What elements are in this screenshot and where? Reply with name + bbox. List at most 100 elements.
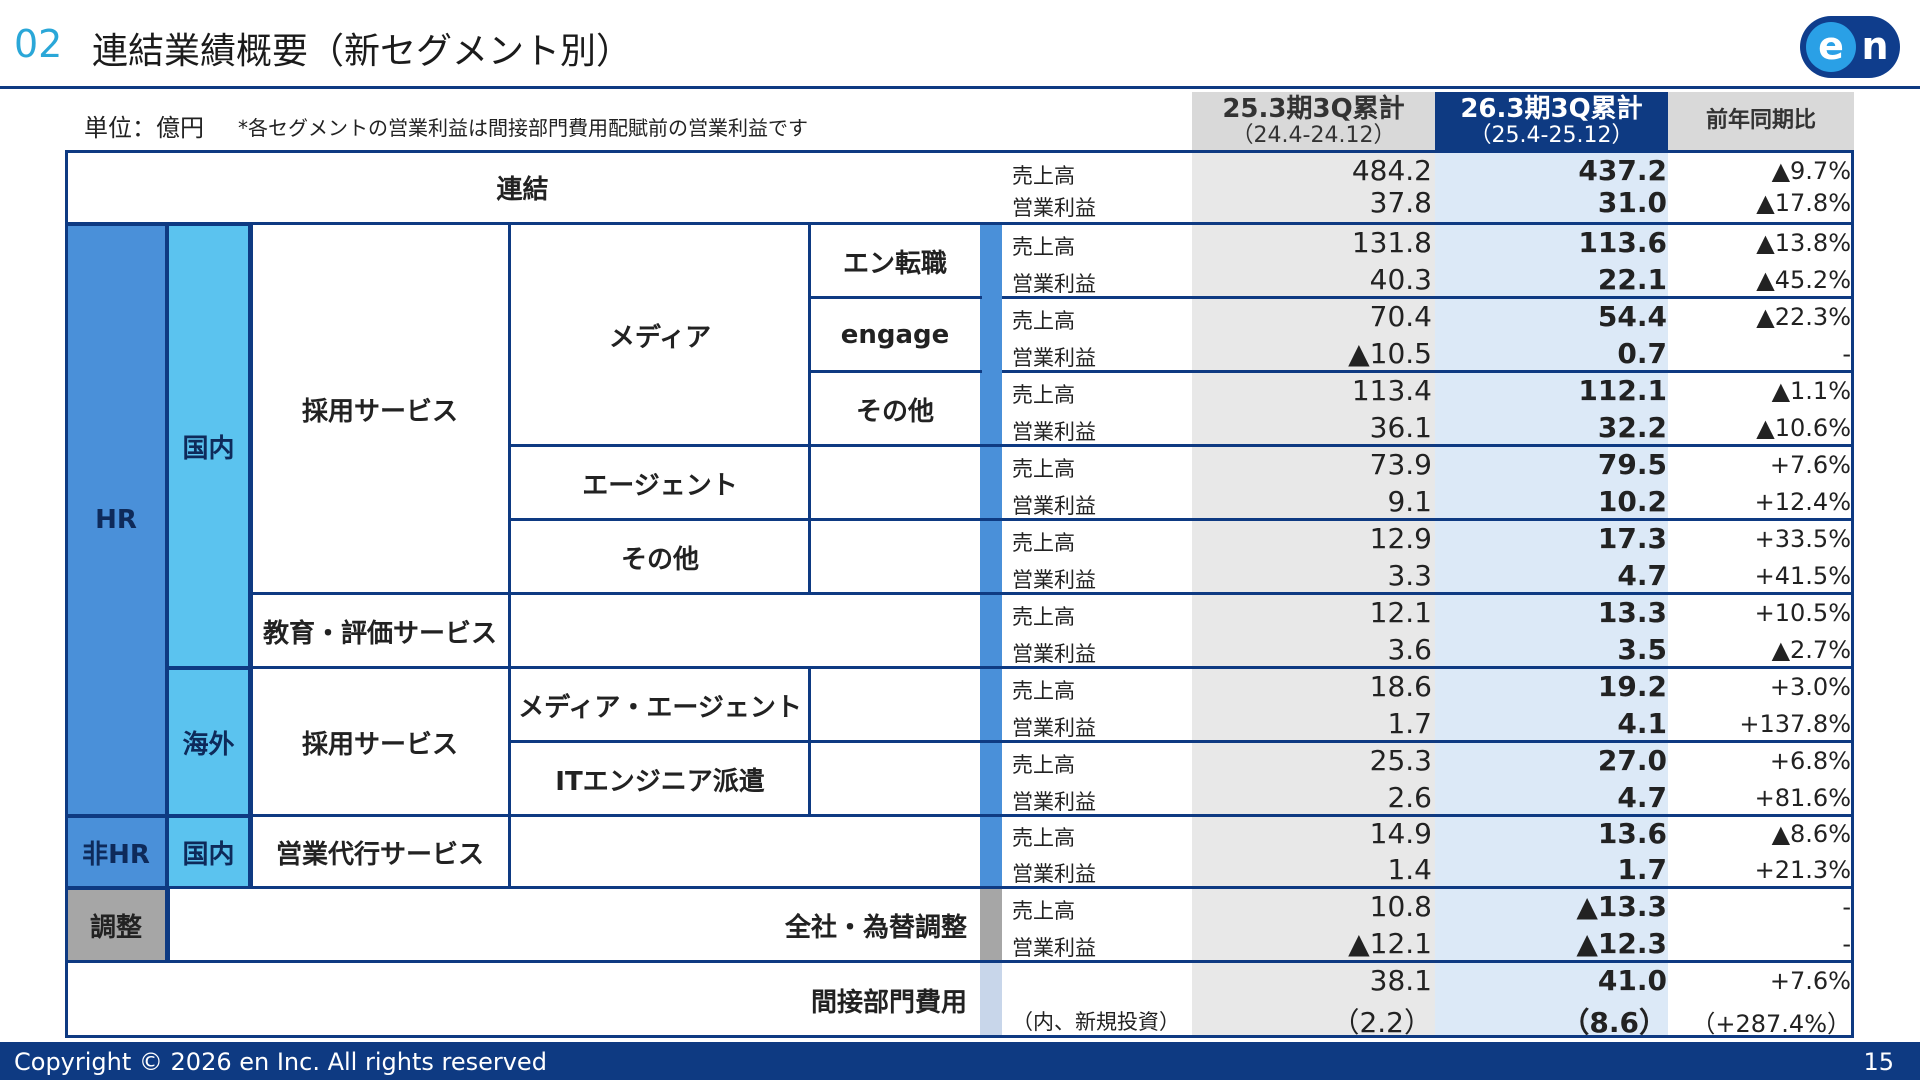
value-prev: 3.3 bbox=[1387, 559, 1432, 592]
value-prev: 12.9 bbox=[1369, 522, 1432, 555]
value-prev: 37.8 bbox=[1369, 186, 1432, 219]
segment-indirect: 間接部門費用 bbox=[810, 987, 967, 1018]
slide-header: 02 連結業績概要（新セグメント別） e n bbox=[0, 0, 1920, 92]
value-cur: 0.7 bbox=[1617, 337, 1667, 370]
row-label: 営業利益 bbox=[1012, 862, 1096, 886]
footnote: *各セグメントの営業利益は間接部門費用配賦前の営業利益です bbox=[238, 116, 808, 140]
en-logo-icon: e n bbox=[1800, 16, 1900, 78]
value-prev: （2.2） bbox=[1331, 1006, 1432, 1039]
grid-line bbox=[1002, 370, 1854, 373]
row-label: 営業利益 bbox=[1012, 790, 1096, 814]
value-cur: 54.4 bbox=[1597, 300, 1667, 333]
value-cur: 17.3 bbox=[1597, 522, 1667, 555]
value-prev: 10.8 bbox=[1369, 890, 1432, 923]
header-divider bbox=[0, 86, 1920, 89]
value-prev: 1.7 bbox=[1387, 707, 1432, 740]
value-yoy: +10.5% bbox=[1754, 599, 1851, 627]
value-prev: 25.3 bbox=[1369, 744, 1432, 777]
segment-hr: HR bbox=[65, 224, 167, 816]
segment-overseas: 海外 bbox=[167, 668, 250, 816]
value-cur: 19.2 bbox=[1597, 670, 1667, 703]
segment-other-media: その他 bbox=[855, 396, 934, 427]
row-label: 売上高 bbox=[1012, 753, 1075, 777]
value-cur: 27.0 bbox=[1597, 744, 1667, 777]
column-header-prev: 25.3期3Q累計 （24.4-24.12） bbox=[1192, 92, 1435, 150]
table-outline bbox=[65, 150, 1854, 1038]
slide-title: 連結業績概要（新セグメント別） bbox=[92, 31, 633, 72]
value-yoy: +21.3% bbox=[1754, 856, 1851, 884]
segment-other-recruit: その他 bbox=[620, 544, 699, 575]
row-label: 売上高 bbox=[1012, 531, 1075, 555]
row-label: 営業利益 bbox=[1012, 716, 1096, 740]
segment-agent: エージェント bbox=[582, 470, 738, 501]
grid-line bbox=[65, 814, 1854, 817]
row-label: 売上高 bbox=[1012, 309, 1075, 333]
value-prev: ▲10.5 bbox=[1348, 337, 1432, 370]
grid-line bbox=[810, 370, 982, 373]
segment-recruit: 採用サービス bbox=[301, 396, 458, 427]
yoy-title: 前年同期比 bbox=[1705, 108, 1816, 133]
value-cur: ▲12.3 bbox=[1576, 927, 1667, 960]
value-yoy: +33.5% bbox=[1754, 525, 1851, 553]
grid-line bbox=[167, 888, 170, 962]
grid-line bbox=[508, 740, 1854, 743]
value-cur: 3.5 bbox=[1617, 633, 1667, 666]
row-label: 売上高 bbox=[1012, 164, 1075, 188]
value-yoy: ▲45.2% bbox=[1756, 266, 1851, 294]
grid-line bbox=[65, 886, 1854, 889]
value-cur: 4.7 bbox=[1617, 781, 1667, 814]
value-cur: 1.7 bbox=[1617, 853, 1667, 886]
row-label: 営業利益 bbox=[1012, 568, 1096, 592]
segment-it-dispatch: ITエンジニア派遣 bbox=[555, 766, 765, 797]
cur-period-range: （25.4-25.12） bbox=[1469, 123, 1634, 148]
value-prev: 113.4 bbox=[1351, 374, 1432, 407]
accent-bar-adjust bbox=[980, 888, 1002, 962]
section-number: 02 bbox=[14, 22, 63, 66]
value-prev: 40.3 bbox=[1369, 263, 1432, 296]
logo-letter-n: n bbox=[1861, 24, 1889, 68]
value-yoy: +6.8% bbox=[1769, 747, 1851, 775]
segment-engage: engage bbox=[840, 320, 950, 350]
value-cur: 112.1 bbox=[1578, 374, 1667, 407]
row-label: 営業利益 bbox=[1012, 196, 1096, 220]
value-cur: 31.0 bbox=[1597, 186, 1667, 219]
value-yoy: +81.6% bbox=[1754, 784, 1851, 812]
segment-media: メディア bbox=[608, 322, 712, 353]
value-yoy: ▲22.3% bbox=[1756, 303, 1851, 331]
value-yoy: +41.5% bbox=[1754, 562, 1851, 590]
row-label: 売上高 bbox=[1012, 235, 1075, 259]
value-yoy: ▲8.6% bbox=[1771, 820, 1851, 848]
value-prev: 38.1 bbox=[1369, 964, 1432, 997]
grid-line bbox=[65, 960, 1854, 963]
value-cur: 4.7 bbox=[1617, 559, 1667, 592]
value-yoy: +12.4% bbox=[1754, 488, 1851, 516]
row-label: 売上高 bbox=[1012, 826, 1075, 850]
value-cur: 13.6 bbox=[1597, 817, 1667, 850]
segment-non-hr: 非HR bbox=[65, 816, 167, 888]
value-cur: 41.0 bbox=[1597, 964, 1667, 997]
segment-media-agent: メディア・エージェント bbox=[518, 692, 802, 723]
value-prev: 131.8 bbox=[1351, 226, 1432, 259]
value-cur: 22.1 bbox=[1597, 263, 1667, 296]
value-yoy: +7.6% bbox=[1769, 451, 1851, 479]
prev-period-range: （24.4-24.12） bbox=[1231, 123, 1396, 148]
page-number: 15 bbox=[1863, 1048, 1894, 1076]
accent-bar-indirect bbox=[980, 962, 1002, 1038]
value-prev: 1.4 bbox=[1387, 853, 1432, 886]
value-cur: 79.5 bbox=[1597, 448, 1667, 481]
value-prev: 70.4 bbox=[1369, 300, 1432, 333]
value-yoy: +7.6% bbox=[1769, 967, 1851, 995]
value-yoy: ▲13.8% bbox=[1756, 229, 1851, 257]
grid-line bbox=[508, 518, 1854, 521]
cur-period-title: 26.3期3Q累計 bbox=[1460, 94, 1643, 124]
value-yoy: ▲10.6% bbox=[1756, 414, 1851, 442]
value-yoy: - bbox=[1842, 340, 1851, 368]
value-prev: 2.6 bbox=[1387, 781, 1432, 814]
grid-line bbox=[1002, 296, 1854, 299]
segment-adjust: 調整 bbox=[65, 888, 167, 962]
column-header-yoy: 前年同期比 bbox=[1668, 92, 1854, 150]
segment-sales-agency: 営業代行サービス bbox=[275, 839, 484, 870]
grid-line bbox=[167, 666, 1854, 669]
value-yoy: - bbox=[1842, 893, 1851, 921]
value-yoy: - bbox=[1842, 930, 1851, 958]
